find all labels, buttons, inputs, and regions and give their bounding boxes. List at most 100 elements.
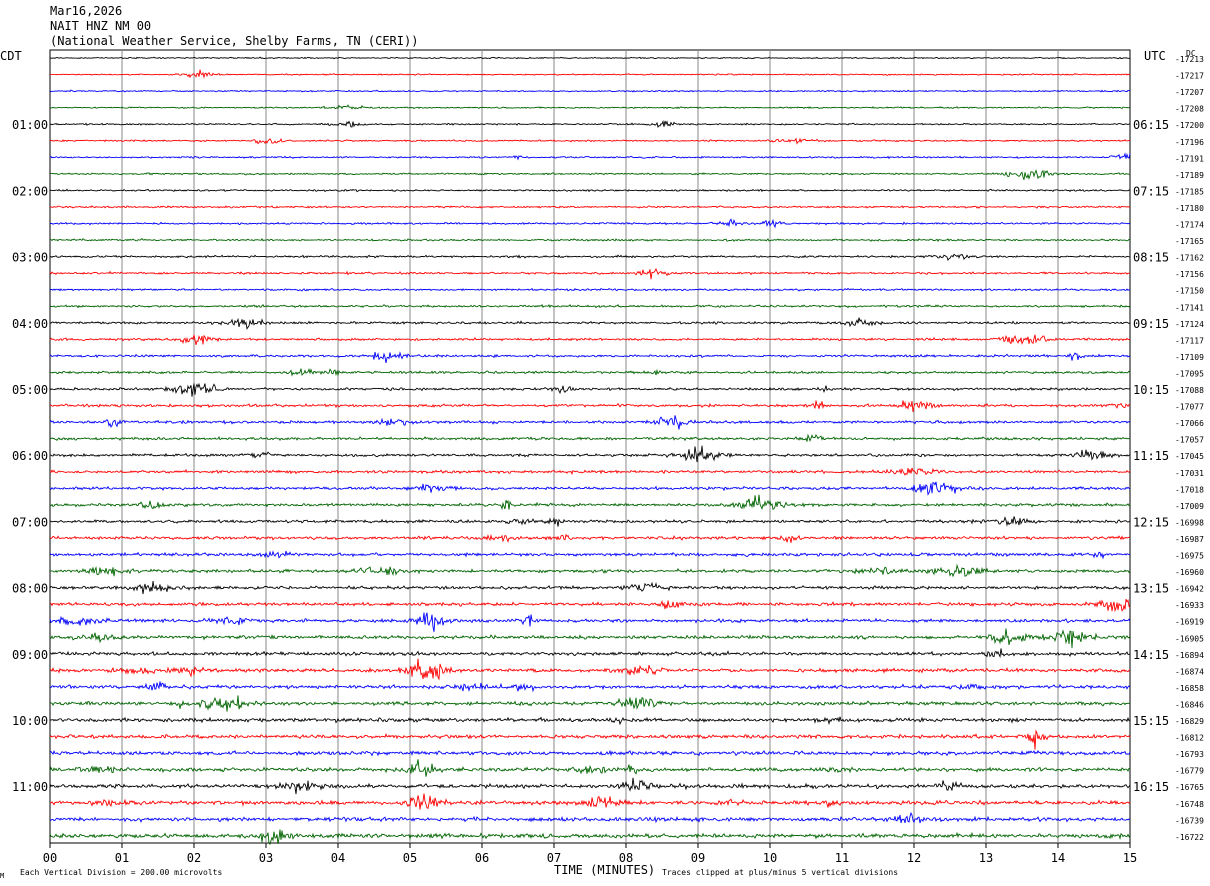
dc-offset-label: -17009 [1175,502,1204,511]
dc-offset-label: -17045 [1175,452,1204,461]
date-label: Mar16,2026 [50,4,123,18]
seismic-trace [49,749,1131,757]
right-hour-label: 08:15 [1133,251,1169,265]
dc-offset-label: -16846 [1175,700,1204,709]
seismic-trace [49,237,1131,243]
seismic-trace [49,445,1131,463]
seismic-trace [49,368,1131,377]
footer-scale-note: Each Vertical Division = 200.00 microvol… [20,868,222,877]
dc-offset-label: -16779 [1175,767,1204,776]
seismic-trace [49,550,1131,560]
right-hour-label: 15:15 [1133,714,1169,728]
dc-offset-label: -17191 [1175,154,1204,163]
seismic-trace [49,334,1131,346]
dc-offset-label: -17207 [1175,88,1204,97]
left-hour-label: 02:00 [12,184,48,198]
seismic-trace [49,481,1131,496]
dc-offset-label: -17165 [1175,237,1204,246]
seismic-trace [49,218,1131,229]
seismic-trace [49,415,1131,430]
dc-offset-label: -17124 [1175,320,1204,329]
x-tick-label: 03 [259,851,273,865]
x-tick-label: 01 [115,851,129,865]
x-tick-label: 05 [403,851,417,865]
dc-offset-label: -17066 [1175,419,1204,428]
x-tick-label: 00 [43,851,57,865]
chart-axes: 00 01 02 03 04 05 06 07 08 09 10 11 12 13 14 15 -17213 -1… [0,49,1204,880]
right-hour-label: 14:15 [1133,648,1169,662]
dc-offset-label: -17213 [1175,55,1204,64]
left-hour-label: 04:00 [12,317,48,331]
seismic-trace [49,793,1131,810]
seismic-trace [49,303,1131,309]
seismic-trace [49,581,1131,595]
x-tick-label: 08 [619,851,633,865]
seismic-trace [49,598,1131,613]
dc-column-label: DC [1186,49,1196,58]
seismic-trace [49,829,1131,845]
seismic-trace [49,681,1131,693]
right-hour-label: 11:15 [1133,449,1169,463]
x-axis-title: TIME (MINUTES) [554,863,655,877]
dc-offset-label: -17200 [1175,121,1204,130]
seismic-trace [49,777,1131,795]
seismic-trace [49,400,1131,413]
seismic-trace [49,433,1131,442]
seismic-trace [49,716,1131,726]
dc-offset-label: -16998 [1175,518,1204,527]
dc-offset-label: -17185 [1175,187,1204,196]
right-hour-label: 13:15 [1133,582,1169,596]
seismic-trace [49,137,1130,145]
seismic-trace [49,152,1131,161]
seismic-trace [49,253,1130,261]
dc-offset-label: -17180 [1175,204,1204,213]
seismic-trace [49,169,1131,180]
dc-offset-label: -16858 [1175,684,1204,693]
seismic-trace [49,351,1131,363]
seismic-trace [49,658,1131,681]
x-tick-label: 13 [979,851,993,865]
right-hour-label: 09:15 [1133,317,1169,331]
plot-frame [49,49,1131,844]
dc-offset-label: -16960 [1175,568,1204,577]
seismic-trace [49,695,1131,712]
dc-offset-label: -16975 [1175,552,1204,561]
station-label: NAIT HNZ NM 00 [50,19,152,33]
right-hour-label: 06:15 [1133,118,1169,132]
left-hour-label: 05:00 [12,383,48,397]
left-hour-label: 01:00 [12,118,48,132]
seismic-trace [49,89,1131,93]
dc-offset-label: -17095 [1175,369,1204,378]
left-hour-label: 11:00 [12,780,48,794]
dc-offset-label: -16987 [1175,535,1204,544]
dc-offset-label: -17156 [1175,270,1204,279]
dc-offset-label: -17057 [1175,436,1204,445]
dc-offset-label: -17088 [1175,386,1204,395]
x-tick-label: 12 [907,851,921,865]
dc-offset-label: -17217 [1175,72,1204,81]
right-hour-label: 07:15 [1133,184,1169,198]
seismic-trace [49,267,1131,280]
left-hour-label: 07:00 [12,515,48,529]
dc-offset-label: -17117 [1175,336,1204,345]
dc-offset-label: -17189 [1175,171,1204,180]
x-tick-label: 09 [691,851,705,865]
dc-offset-label: -17109 [1175,353,1204,362]
footer-mark: M [0,872,4,880]
seismic-trace [49,382,1131,397]
dc-offset-label: -16765 [1175,783,1204,792]
dc-offset-label: -16793 [1175,750,1204,759]
dc-offset-label: -16933 [1175,601,1204,610]
seismic-trace [49,729,1131,750]
dc-offset-label: -16812 [1175,734,1204,743]
dc-offset-label: -17031 [1175,469,1204,478]
seismic-trace [49,467,1131,476]
seismic-trace [49,612,1131,632]
chart-grid [49,49,1131,844]
seismic-trace [49,516,1131,527]
dc-offset-label: -16829 [1175,717,1204,726]
dc-offset-label: -16894 [1175,651,1204,660]
seismic-traces [49,56,1131,845]
x-tick-label: 11 [835,851,849,865]
